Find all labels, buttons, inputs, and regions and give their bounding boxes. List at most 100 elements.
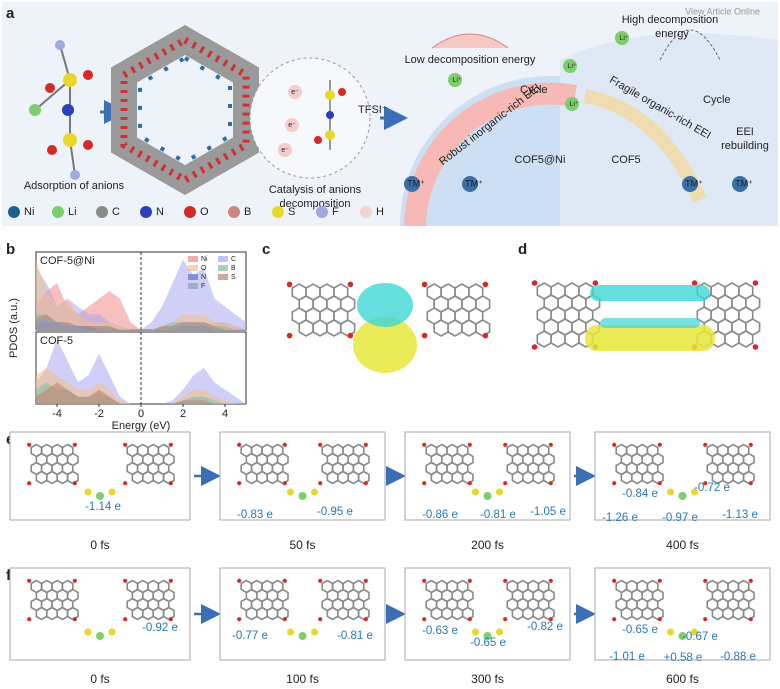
caption: Catalysis of anions [269,184,362,196]
hexagon [738,330,754,348]
s-atom [311,628,318,636]
md-frame [9,431,191,521]
dome-right [560,33,778,227]
legend-label: C [231,256,236,263]
charge-label: -0.72 e [694,482,730,494]
panel-label: b [6,241,15,258]
hexagon [339,319,356,337]
legend-swatch [218,256,228,262]
oxygen [363,617,368,622]
oxygen [422,578,427,583]
md-frame [594,567,771,661]
li-atom [678,632,687,640]
time-label: 300 fs [471,672,504,686]
x-tick-label: -2 [94,408,104,420]
md-frame [594,431,771,521]
charge-label: -0.63 e [422,625,458,637]
label: Cycle [703,94,731,106]
robust-band [404,82,578,227]
li-label: Li⁺ [567,63,576,70]
atom-label: O [200,206,209,218]
oxygen [422,617,427,622]
oxygen [168,578,173,583]
frame-box [594,567,771,661]
oxygen [657,578,662,583]
li-atom [483,492,492,500]
tfsi-small [314,80,346,150]
legend-swatch [218,265,228,271]
tm-label: TM⁺ [407,178,425,188]
s-atom [108,628,116,636]
hexagon [447,319,463,337]
atom-label: F [332,206,339,218]
oxygen [748,617,753,622]
atom-label: N [156,206,164,218]
md-frame [219,431,386,521]
charge-label: -0.81 e [337,630,373,642]
oxygen [612,442,617,447]
hexagon [298,319,314,337]
li-label: Li⁺ [619,35,628,42]
isosurface [357,283,413,327]
oxygen [548,442,553,447]
legend-swatch [218,274,228,280]
oxygen [123,578,128,583]
atom-swatch [52,206,64,218]
hexagon [564,330,580,348]
oxygen [123,617,128,622]
atom-swatch [8,206,20,218]
oxygen [72,617,77,622]
atom-label: B [244,206,251,218]
li-ion [448,73,462,87]
oxygen [347,281,354,288]
md-frame [9,567,191,661]
oxygen [548,578,553,583]
oxygen [503,442,508,447]
oxygen [657,481,662,486]
charge-label: -0.83 e [237,509,273,521]
s-atom [667,488,674,496]
charge-label: -1.01 e [609,651,645,663]
panel-d-structure [531,280,761,351]
label: High decomposition [622,14,719,26]
tm-ion [462,176,478,192]
time-label: 600 fs [666,672,699,686]
li-atom [298,492,307,500]
oxygen [318,442,323,447]
s-atom [311,488,318,496]
legend-label: S [231,274,236,281]
pdos-area [36,318,246,330]
tm-label: TM⁺ [465,178,483,188]
oxygen [237,442,242,447]
electron-label: e⁻ [291,89,299,96]
label: energy [655,28,689,40]
oxygen [657,617,662,622]
hexagon [312,319,328,337]
s-atom [496,628,503,636]
isosurface [590,285,710,301]
oxygen [548,481,553,486]
oxygen [168,442,173,447]
frame-box [219,431,386,521]
panel-label: d [518,241,527,258]
atom-label: Li [68,206,77,218]
oxygen [752,280,759,286]
catalysis-circle [249,57,371,179]
charge-label: -1.13 e [722,509,758,521]
panel-label: f [6,567,12,584]
oxygen [503,481,508,486]
time-label: 400 fs [666,538,699,552]
li-atom [96,492,104,500]
legend-label: F [201,283,205,290]
oxygen [467,481,472,486]
oxygen [237,578,242,583]
legend-label: O [201,265,207,272]
energy-curve [431,33,509,49]
oxygen [168,481,173,486]
atom-swatch [96,206,108,218]
oxygen [27,442,32,447]
oxygen [318,578,323,583]
label: COF5 [611,154,640,166]
